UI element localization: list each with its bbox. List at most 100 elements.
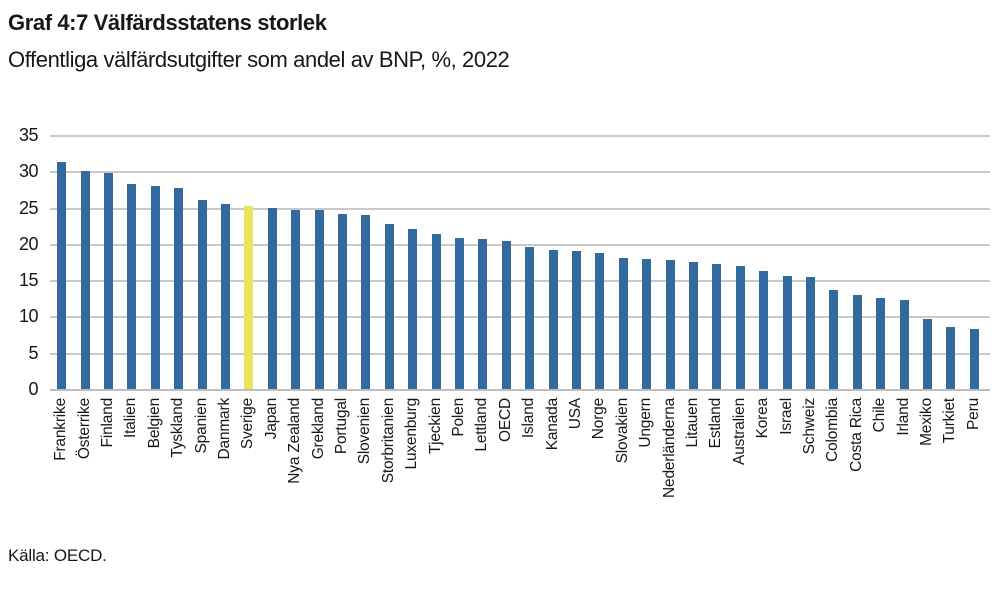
x-axis-label-peru: Peru <box>964 398 982 430</box>
bar-spanien <box>197 200 207 389</box>
page-title: Graf 4:7 Välfärdsstatens storlek <box>8 10 327 35</box>
gridline-20 <box>50 243 990 246</box>
x-axis-label-island: Island <box>520 398 538 439</box>
bar-polen <box>455 238 464 389</box>
x-axis-label--sterrike: Österrike <box>75 398 93 460</box>
bar-estland <box>712 264 722 389</box>
bar-israel <box>782 275 792 389</box>
bar-belgien <box>150 185 160 389</box>
x-axis-label-slovakien: Slovakien <box>613 398 631 464</box>
x-axis-label-luxenburg: Luxenburg <box>403 398 421 470</box>
x-axis-label-schweiz: Schweiz <box>801 398 818 455</box>
bar-finland <box>104 173 113 389</box>
x-axis-label-storbritanien: Storbritanien <box>379 398 397 484</box>
bar-usa <box>572 251 581 389</box>
gridline-30 <box>50 171 990 174</box>
x-axis-label-israel: Israel <box>777 398 795 435</box>
bar-colombia <box>829 290 839 389</box>
x-axis-label-nya-zealand: Nya Zealand <box>286 398 304 484</box>
gridline-0 <box>50 389 990 391</box>
bar-peru <box>969 329 979 389</box>
y-tick-label-15: 15 <box>18 270 39 291</box>
x-axis-label-chile: Chile <box>871 398 889 433</box>
y-tick-label-30: 30 <box>18 161 39 182</box>
bar-slovakien <box>618 257 628 389</box>
bar-nya-zealand <box>291 209 301 389</box>
gridline-35 <box>50 135 990 137</box>
bar-storbritanien <box>384 224 394 389</box>
x-axis-label-spanien: Spanien <box>192 398 210 454</box>
bar-island <box>525 247 535 389</box>
x-axis-label-colombia: Colombia <box>824 398 842 462</box>
bar-mexiko <box>923 319 932 389</box>
x-axis-label-kanada: Kanada <box>543 398 561 451</box>
bar-portugal <box>338 214 347 389</box>
bar--sterrike <box>80 171 90 389</box>
bar-norge <box>595 252 605 389</box>
x-axis-label-frankrike: Frankrike <box>52 398 70 461</box>
page-subtitle: Offentliga välfärdsutgifter som andel av… <box>8 47 510 72</box>
x-axis-label-italien: Italien <box>122 398 140 438</box>
source-text: Källa: OECD. <box>8 546 107 565</box>
y-tick-label-20: 20 <box>18 233 39 254</box>
bar-schweiz <box>806 276 815 389</box>
bar-korea <box>759 271 769 389</box>
bar-nederl-nderna <box>665 259 675 389</box>
bar-oecd <box>501 240 511 389</box>
bar-grekland <box>314 210 324 389</box>
bar-irland <box>899 300 909 389</box>
bar-kanada <box>548 249 558 389</box>
x-axis-label-finland: Finland <box>99 398 116 448</box>
x-axis-label-turkiet: Turkiet <box>941 398 959 444</box>
bar-japan <box>267 208 277 389</box>
x-axis-label-nederl-nderna: Nederländerna <box>660 398 678 498</box>
x-axis-label-oecd: OECD <box>496 398 514 442</box>
x-axis-label-korea: Korea <box>754 398 772 439</box>
y-tick-label-5: 5 <box>28 342 38 363</box>
x-axis-label-lettland: Lettland <box>473 398 491 452</box>
bar-lettland <box>478 238 488 389</box>
bar-tjeckien <box>431 234 441 389</box>
x-axis-label-estland: Estland <box>707 398 725 449</box>
x-axis-label-tyskland: Tyskland <box>169 398 187 458</box>
bar-frankrike <box>57 161 67 389</box>
bar-costa-rica <box>852 295 862 389</box>
x-axis-label-danmark: Danmark <box>216 398 233 460</box>
bar-italien <box>127 183 137 389</box>
bar-australien <box>735 266 745 389</box>
gridline-15 <box>50 280 990 283</box>
y-tick-label-10: 10 <box>18 306 39 327</box>
bar-luxenburg <box>408 228 418 389</box>
y-tick-label-35: 35 <box>18 125 39 145</box>
x-axis-label-australien: Australien <box>730 398 748 465</box>
bar-ungern <box>642 259 652 389</box>
x-axis-label-polen: Polen <box>450 398 467 437</box>
x-axis-label-irland: Irland <box>894 398 912 436</box>
x-axis-label-ungern: Ungern <box>637 398 655 448</box>
y-tick-label-0: 0 <box>28 379 38 399</box>
x-axis-label-japan: Japan <box>262 398 280 440</box>
bar-litauen <box>689 262 698 389</box>
x-axis-label-portugal: Portugal <box>333 398 350 455</box>
x-axis-label-sverige: Sverige <box>239 398 257 450</box>
bar-sverige <box>244 206 254 389</box>
bar-tyskland <box>174 187 184 389</box>
bar-turkiet <box>946 327 956 389</box>
bar-chart: 0 5 10 15 20 25 30 35 Frankrike Österrike Finland… <box>18 125 990 498</box>
x-axis-label-costa-rica: Costa Rica <box>847 398 865 472</box>
bar-slovenien <box>361 214 371 389</box>
plot-area <box>50 135 990 391</box>
x-axis-label-belgien: Belgien <box>145 398 163 449</box>
bar-chile <box>876 298 886 389</box>
x-axis-label-tjeckien: Tjeckien <box>426 398 444 455</box>
x-axis-label-litauen: Litauen <box>684 398 701 448</box>
gridline-25 <box>50 207 990 210</box>
y-tick-label-25: 25 <box>18 197 39 218</box>
gridline-5 <box>50 352 990 355</box>
x-axis-label-mexiko: Mexiko <box>918 398 935 446</box>
x-axis-label-norge: Norge <box>590 398 608 440</box>
x-axis-label-usa: USA <box>567 398 584 430</box>
bar-danmark <box>221 203 230 389</box>
gridline-10 <box>50 316 990 319</box>
